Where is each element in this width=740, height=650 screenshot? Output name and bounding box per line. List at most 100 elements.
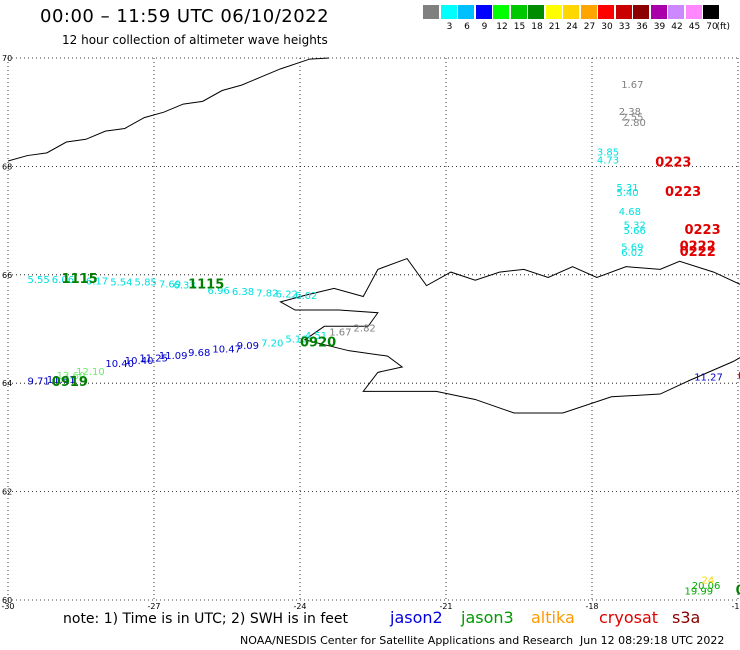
lat-tick-label: 66	[2, 271, 12, 280]
credit-line: NOAA/NESDIS Center for Satellite Applica…	[240, 634, 574, 647]
wave-height-value: 6.02	[621, 248, 643, 259]
satellite-name-jason2: jason2	[390, 608, 443, 627]
legend-unit: (ft)	[716, 22, 731, 32]
iceland-coastline	[279, 257, 740, 414]
legend-swatch	[440, 5, 457, 19]
lat-tick-label: 70	[2, 54, 12, 63]
wave-height-value: 2.38	[619, 107, 641, 118]
wave-height-value: 4.68	[619, 207, 641, 218]
wave-height-value: 9.71	[27, 376, 49, 387]
wave-height-value: 5.69	[621, 242, 643, 253]
wave-height-value: 2.55	[621, 112, 643, 123]
legend-swatch	[475, 5, 492, 19]
legend-label: 36	[636, 22, 648, 32]
wave-height-value: 11.81	[47, 375, 76, 386]
lon-tick-label: -30	[1, 602, 14, 611]
greenland-coastline	[7, 57, 330, 162]
wave-height-value: 20.06	[692, 581, 721, 592]
wave-height-value: 10.40	[105, 359, 134, 370]
legend-label: 24	[566, 22, 578, 32]
wave-height-value: 5.85	[135, 278, 157, 289]
wave-height-value: 6.96	[208, 286, 230, 297]
pass-time-label: 0920	[300, 335, 336, 350]
legend-swatch	[493, 5, 509, 19]
wave-height-value: 5.10	[285, 335, 307, 346]
generated-timestamp: Jun 12 08:29:18 UTC 2022	[580, 634, 725, 647]
legend-label: 30	[601, 22, 613, 32]
wave-height-value: 13.60	[57, 371, 86, 382]
wave-height-value: 11.25	[139, 354, 168, 365]
wave-height-value: 5.66	[624, 226, 646, 237]
wave-height-value: 4.51	[305, 331, 327, 342]
legend-label: 3	[446, 22, 453, 32]
legend-swatch	[633, 5, 649, 19]
pass-time-label: 0	[736, 584, 740, 599]
legend-swatch	[668, 5, 684, 19]
wave-height-value: 6.06	[52, 275, 74, 286]
legend-label: 15	[513, 22, 526, 32]
lon-tick-label: -27	[147, 602, 160, 611]
wave-height-value: 24	[702, 576, 715, 587]
lat-tick-label: 64	[2, 379, 12, 388]
pass-time-label: 0223	[655, 155, 691, 170]
wave-height-value: 5.32	[624, 221, 646, 232]
footer-note: note: 1) Time is in UTC; 2) SWH is in fe…	[63, 611, 349, 627]
legend-swatch	[598, 5, 614, 19]
legend-label: 27	[583, 22, 596, 32]
wave-height-value: 6.38	[232, 287, 254, 298]
wave-height-value: 19.99	[684, 587, 713, 598]
legend-label: 42	[671, 22, 683, 32]
pass-time-label: 0222	[680, 239, 716, 254]
legend-swatch	[528, 5, 544, 19]
legend-label: 33	[618, 22, 631, 32]
legend-swatch	[580, 5, 597, 19]
legend-label: 39	[653, 22, 666, 32]
wave-height-value: 11.09	[159, 351, 188, 362]
legend-swatch	[423, 5, 439, 19]
wave-height-value: 9.68	[188, 348, 210, 359]
lat-tick-label: 60	[2, 596, 12, 605]
lon-tick-label: -18	[585, 602, 598, 611]
pass-time-label: 0222	[680, 245, 716, 260]
legend-label: 12	[496, 22, 508, 32]
wave-height-value: 10.40	[125, 356, 154, 367]
wave-height-value: 6.22	[276, 290, 298, 301]
lat-tick-label: 62	[2, 488, 12, 497]
pass-time-label: 0	[738, 369, 740, 384]
pass-time-label: 1115	[62, 272, 98, 287]
wave-height-value: 6.33	[173, 280, 195, 291]
legend-swatch	[458, 5, 474, 19]
pass-time-label: 0919	[52, 375, 88, 390]
wave-height-value: 1.67	[329, 328, 351, 339]
wave-height-value: 2.80	[624, 118, 646, 129]
wave-height-value: 9.09	[237, 341, 259, 352]
wave-height-value: 10.47	[212, 344, 241, 355]
legend-swatch	[510, 5, 527, 19]
lon-tick-label: -15	[731, 602, 740, 611]
pass-time-label: 0223	[665, 185, 701, 200]
pass-time-label: 1115	[188, 277, 224, 292]
legend-swatch	[703, 5, 719, 19]
legend-swatch	[615, 5, 632, 19]
wave-height-value: 7.69	[159, 279, 181, 290]
wave-height-value: 6.17	[86, 277, 108, 288]
lat-tick-label: 68	[2, 162, 12, 171]
legend-label: 45	[688, 22, 701, 32]
satellite-name-jason3: jason3	[461, 608, 514, 627]
wave-height-value: 12.10	[76, 367, 105, 378]
legend-label: 21	[548, 22, 561, 32]
wave-height-value: 5.55	[27, 275, 49, 286]
wave-height-value: 6.02	[295, 291, 317, 302]
page-title: 00:00 – 11:59 UTC 06/10/2022	[40, 6, 330, 27]
legend-label: 9	[481, 22, 488, 32]
legend-label: 70	[706, 22, 718, 32]
satellite-name-altika: altika	[531, 608, 575, 627]
lon-tick-label: -24	[293, 602, 306, 611]
page-subtitle: 12 hour collection of altimeter wave hei…	[62, 33, 328, 47]
wave-height-value: 5.40	[616, 188, 638, 199]
wave-height-value: 2.82	[354, 324, 376, 335]
legend-label: 18	[531, 22, 543, 32]
wave-height-value: 5.31	[616, 183, 638, 194]
legend-swatch	[545, 5, 562, 19]
